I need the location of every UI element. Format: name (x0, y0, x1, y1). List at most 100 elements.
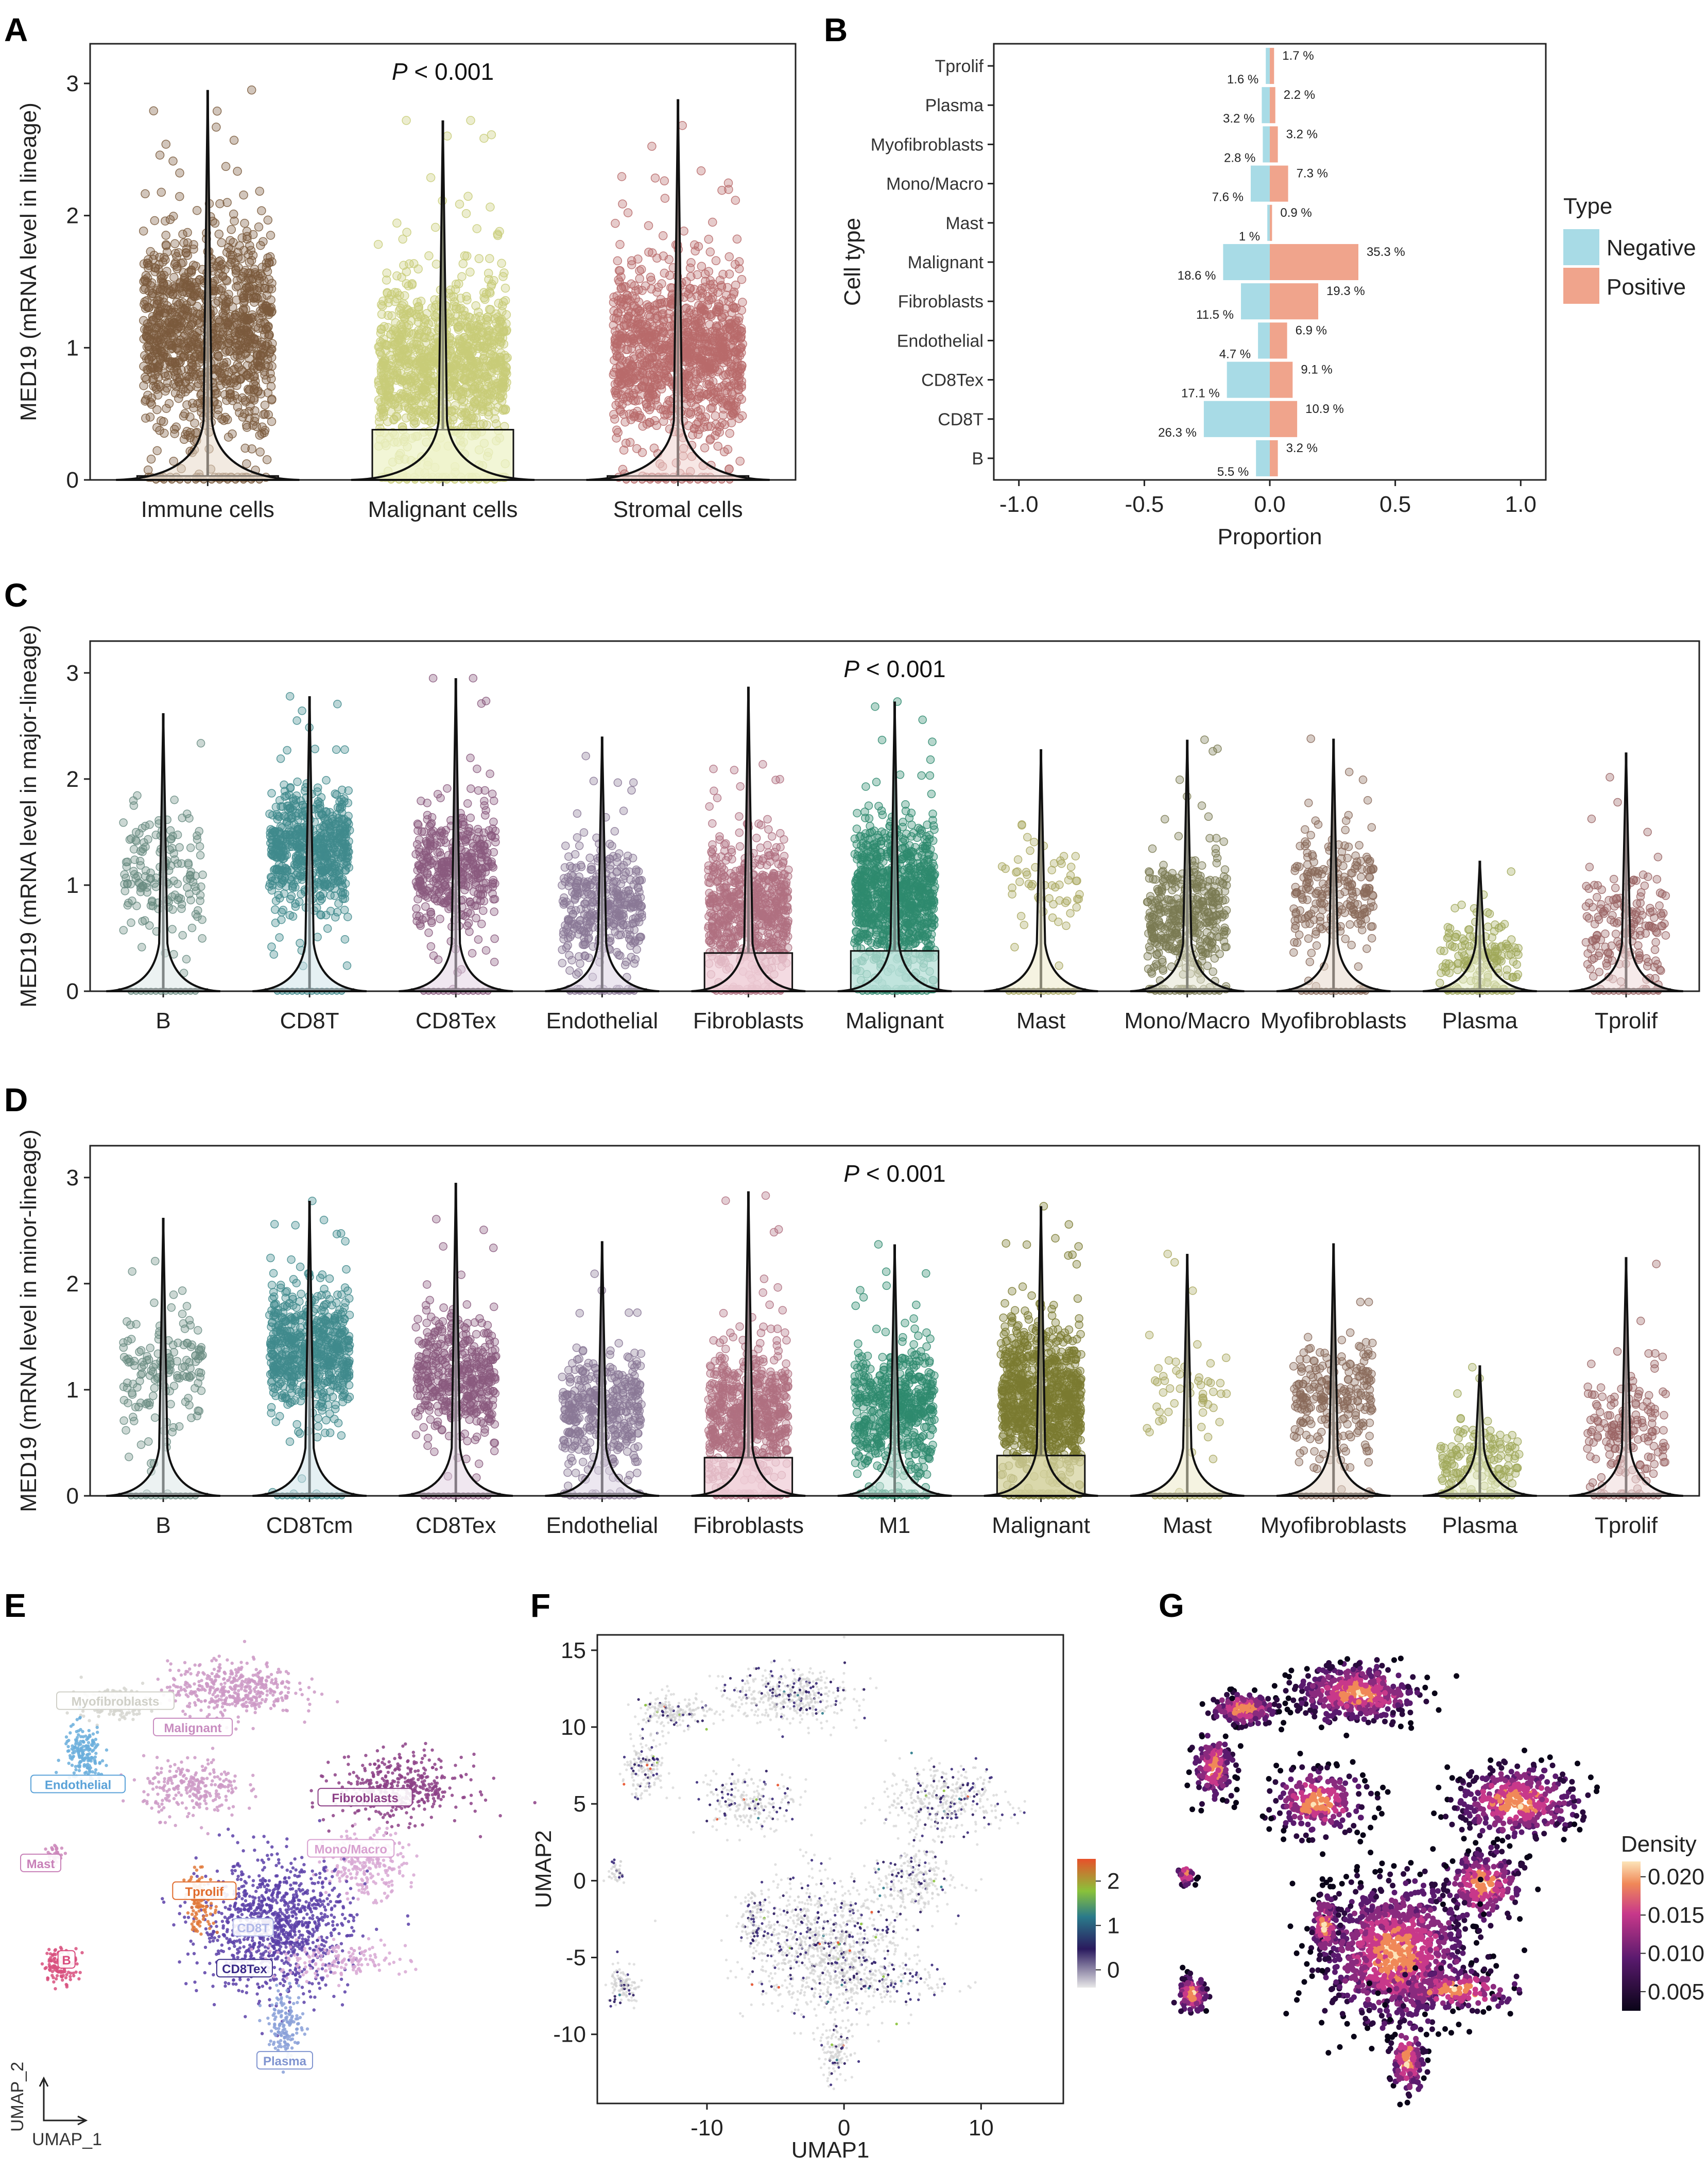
data-point (172, 252, 181, 261)
y-tick-label: 0 (66, 468, 79, 493)
data-point (236, 346, 245, 354)
data-point (213, 107, 221, 115)
data-point (235, 241, 244, 250)
y-tick-label: 1 (66, 335, 79, 360)
panel-label-g: G (1159, 1587, 1184, 1624)
data-point (162, 231, 170, 239)
data-point (182, 342, 190, 351)
data-point (262, 302, 270, 310)
data-point (233, 277, 241, 285)
data-point (261, 371, 269, 379)
data-point (214, 335, 222, 343)
x-tick-label: Malignant cells (368, 497, 517, 522)
data-point (156, 426, 164, 435)
data-point (150, 217, 159, 225)
data-point (232, 296, 240, 304)
data-point (231, 336, 239, 344)
data-point (149, 107, 158, 115)
data-point (176, 169, 184, 177)
data-point (163, 302, 171, 310)
data-point (225, 433, 233, 441)
data-point (157, 329, 165, 337)
data-point (173, 374, 181, 383)
data-point (456, 200, 464, 209)
data-point (216, 317, 224, 325)
data-point (149, 255, 158, 264)
data-point (192, 429, 200, 437)
data-point (162, 240, 170, 249)
data-point (249, 313, 257, 321)
data-point (169, 212, 178, 220)
data-point (214, 353, 222, 361)
data-point (211, 365, 219, 373)
data-point (140, 362, 148, 370)
data-point (194, 379, 202, 388)
data-point (243, 460, 251, 468)
data-point (142, 414, 150, 422)
data-point (182, 249, 190, 257)
data-point (181, 305, 189, 314)
data-point (240, 219, 249, 228)
figure: A B C D E F G 0123MED19 (mRNA level in l… (0, 0, 1708, 2174)
data-point (251, 270, 260, 279)
data-point (258, 263, 266, 271)
data-point (184, 431, 192, 439)
data-point (226, 236, 234, 245)
data-point (193, 291, 201, 300)
data-point (257, 390, 265, 398)
data-point (251, 407, 259, 415)
data-point (220, 292, 229, 300)
data-point (257, 344, 266, 352)
data-point (216, 200, 224, 208)
data-point (174, 338, 182, 347)
data-point (245, 250, 253, 258)
data-point (186, 283, 195, 291)
data-point (183, 229, 192, 237)
data-point (222, 162, 230, 170)
data-point (268, 285, 276, 293)
panel-label-d: D (4, 1081, 28, 1118)
data-point (264, 216, 272, 224)
data-point (193, 206, 201, 215)
data-point (239, 191, 248, 199)
data-point (230, 136, 238, 144)
data-point (165, 325, 173, 334)
data-point (161, 217, 169, 225)
data-point (263, 456, 271, 464)
data-point (255, 223, 263, 231)
data-point (171, 389, 180, 397)
p-threshold: < 0.001 (408, 58, 494, 85)
data-point (173, 290, 181, 299)
data-point (211, 287, 219, 295)
data-point (216, 256, 225, 265)
data-point (219, 309, 227, 317)
data-point (253, 352, 262, 360)
data-point (239, 368, 247, 376)
data-point (247, 395, 255, 404)
data-point (239, 306, 248, 315)
data-point (212, 123, 220, 131)
data-point (231, 372, 239, 381)
data-point (160, 418, 168, 426)
p-symbol: P (392, 58, 408, 85)
data-point (233, 167, 241, 176)
y-tick-label: 3 (66, 71, 79, 96)
data-point (165, 400, 174, 408)
data-point (443, 132, 452, 140)
data-point (221, 413, 230, 422)
panel-label-c: C (4, 577, 28, 614)
data-point (189, 331, 197, 339)
data-point (244, 269, 252, 277)
data-point (246, 241, 254, 250)
data-point (179, 258, 187, 267)
data-point (153, 446, 161, 455)
data-point (245, 414, 253, 422)
data-point (246, 345, 254, 353)
data-point (147, 318, 156, 326)
data-point (466, 268, 474, 276)
data-point (177, 351, 185, 359)
data-point (172, 423, 180, 431)
data-point (258, 294, 266, 302)
data-point (230, 217, 238, 225)
data-point (227, 226, 235, 234)
